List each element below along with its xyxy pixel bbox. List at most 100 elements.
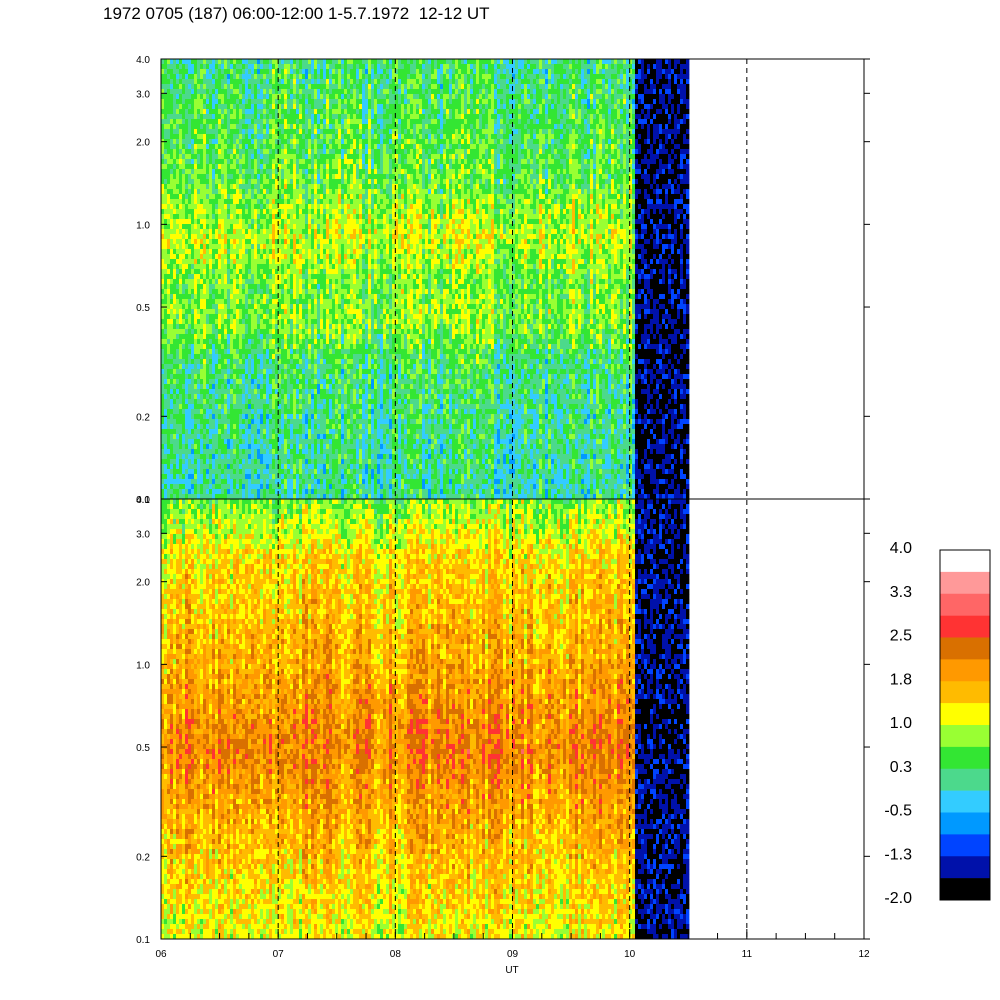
heatmap-cell <box>221 354 224 359</box>
heatmap-cell <box>176 489 179 494</box>
heatmap-cell <box>161 464 164 469</box>
heatmap-cell <box>197 194 200 199</box>
heatmap-cell <box>221 444 224 449</box>
heatmap-cell <box>299 349 302 354</box>
heatmap-cell <box>281 109 284 114</box>
heatmap-cell <box>293 459 296 464</box>
heatmap-cell <box>269 154 272 159</box>
heatmap-cell <box>320 229 323 234</box>
heatmap-cell <box>203 419 206 424</box>
heatmap-cell <box>191 399 194 404</box>
heatmap-cell <box>230 274 233 279</box>
heatmap-cell <box>269 459 272 464</box>
heatmap-cell <box>266 374 269 379</box>
heatmap-cell <box>272 464 275 469</box>
heatmap-cell <box>317 79 320 84</box>
heatmap-cell <box>203 289 206 294</box>
heatmap-cell <box>173 349 176 354</box>
heatmap-cell <box>167 479 170 484</box>
heatmap-cell <box>281 479 284 484</box>
heatmap-cell <box>311 144 314 149</box>
heatmap-cell <box>329 159 332 164</box>
heatmap-cell <box>254 219 257 224</box>
heatmap-cell <box>179 359 182 364</box>
heatmap-cell <box>197 284 200 289</box>
heatmap-cell <box>185 364 188 369</box>
heatmap-cell <box>224 159 227 164</box>
heatmap-cell <box>245 409 248 414</box>
heatmap-cell <box>260 454 263 459</box>
heatmap-cell <box>188 479 191 484</box>
heatmap-cell <box>272 254 275 259</box>
heatmap-cell <box>320 99 323 104</box>
heatmap-cell <box>194 454 197 459</box>
heatmap-cell <box>203 94 206 99</box>
heatmap-cell <box>254 214 257 219</box>
heatmap-cell <box>182 314 185 319</box>
heatmap-cell <box>251 409 254 414</box>
heatmap-cell <box>200 79 203 84</box>
heatmap-cell <box>218 139 221 144</box>
heatmap-cell <box>230 174 233 179</box>
heatmap-cell <box>311 149 314 154</box>
heatmap-cell <box>218 299 221 304</box>
heatmap-cell <box>224 204 227 209</box>
heatmap-cell <box>308 114 311 119</box>
heatmap-cell <box>305 214 308 219</box>
heatmap-cell <box>305 114 308 119</box>
heatmap-cell <box>236 114 239 119</box>
heatmap-cell <box>206 149 209 154</box>
heatmap-cell <box>317 424 320 429</box>
heatmap-cell <box>197 459 200 464</box>
heatmap-cell <box>296 309 299 314</box>
heatmap-cell <box>224 219 227 224</box>
heatmap-cell <box>170 79 173 84</box>
heatmap-cell <box>257 489 260 494</box>
heatmap-cell <box>239 389 242 394</box>
heatmap-cell <box>317 89 320 94</box>
heatmap-cell <box>206 419 209 424</box>
heatmap-cell <box>290 269 293 274</box>
heatmap-cell <box>215 134 218 139</box>
heatmap-cell <box>224 464 227 469</box>
heatmap-cell <box>263 354 266 359</box>
heatmap-cell <box>293 384 296 389</box>
heatmap-cell <box>233 324 236 329</box>
heatmap-cell <box>191 479 194 484</box>
heatmap-cell <box>221 454 224 459</box>
heatmap-cell <box>197 254 200 259</box>
heatmap-cell <box>302 309 305 314</box>
heatmap-cell <box>254 379 257 384</box>
heatmap-cell <box>236 454 239 459</box>
heatmap-cell <box>266 89 269 94</box>
heatmap-cell <box>320 74 323 79</box>
heatmap-cell <box>185 434 188 439</box>
heatmap-cell <box>299 274 302 279</box>
heatmap-cell <box>173 334 176 339</box>
heatmap-cell <box>311 219 314 224</box>
heatmap-cell <box>203 254 206 259</box>
heatmap-cell <box>317 274 320 279</box>
heatmap-cell <box>221 489 224 494</box>
heatmap-cell <box>317 474 320 479</box>
heatmap-cell <box>257 234 260 239</box>
heatmap-cell <box>194 369 197 374</box>
heatmap-cell <box>194 439 197 444</box>
heatmap-cell <box>203 184 206 189</box>
heatmap-cell <box>293 409 296 414</box>
heatmap-cell <box>227 59 230 64</box>
heatmap-cell <box>167 444 170 449</box>
heatmap-cell <box>263 369 266 374</box>
heatmap-cell <box>179 399 182 404</box>
heatmap-cell <box>242 154 245 159</box>
heatmap-cell <box>200 209 203 214</box>
heatmap-cell <box>254 429 257 434</box>
heatmap-cell <box>203 354 206 359</box>
heatmap-cell <box>209 304 212 309</box>
heatmap-cell <box>224 339 227 344</box>
heatmap-cell <box>290 479 293 484</box>
heatmap-cell <box>329 274 332 279</box>
heatmap-cell <box>293 344 296 349</box>
heatmap-cell <box>323 464 326 469</box>
